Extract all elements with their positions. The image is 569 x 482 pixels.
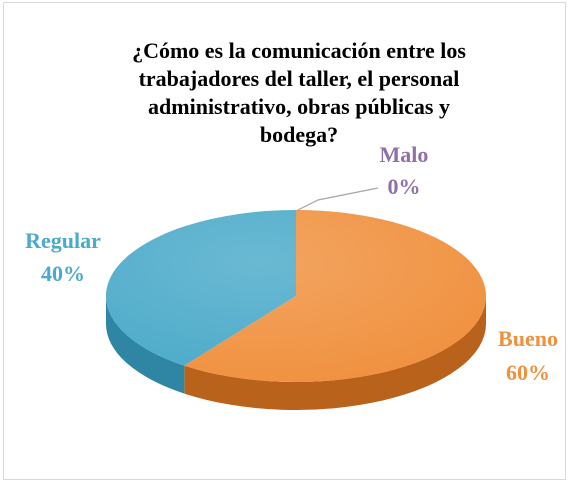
pie-side-bueno xyxy=(184,296,486,411)
pie-labels: Bueno 60% Regular 40% Malo 0% xyxy=(25,142,558,385)
pie-sides xyxy=(105,296,486,411)
pie-label-regular-value: 40% xyxy=(41,261,85,286)
chart-title-line-4: bodega? xyxy=(259,122,339,147)
pie-slices xyxy=(106,210,487,382)
pie-highlight xyxy=(106,210,486,382)
pie-leader-line-malo xyxy=(295,187,379,212)
pie-label-regular-name: Regular xyxy=(25,228,101,253)
chart-title-line-2: trabajadores del taller, el personal xyxy=(138,66,460,91)
pie-label-malo-value: 0% xyxy=(388,174,421,199)
chart-frame: ¿Cómo es la comunicación entre los traba… xyxy=(3,2,566,480)
chart-title-line-1: ¿Cómo es la comunicación entre los xyxy=(132,38,466,63)
pie-side-regular xyxy=(105,296,185,394)
pie-label-bueno-name: Bueno xyxy=(498,326,558,351)
chart-title-line-3: administrativo, obras públicas y xyxy=(148,94,450,119)
chart-title: ¿Cómo es la comunicación entre los traba… xyxy=(64,37,534,149)
pie-label-malo-name: Malo xyxy=(380,142,429,167)
pie-label-bueno-value: 60% xyxy=(506,360,550,385)
